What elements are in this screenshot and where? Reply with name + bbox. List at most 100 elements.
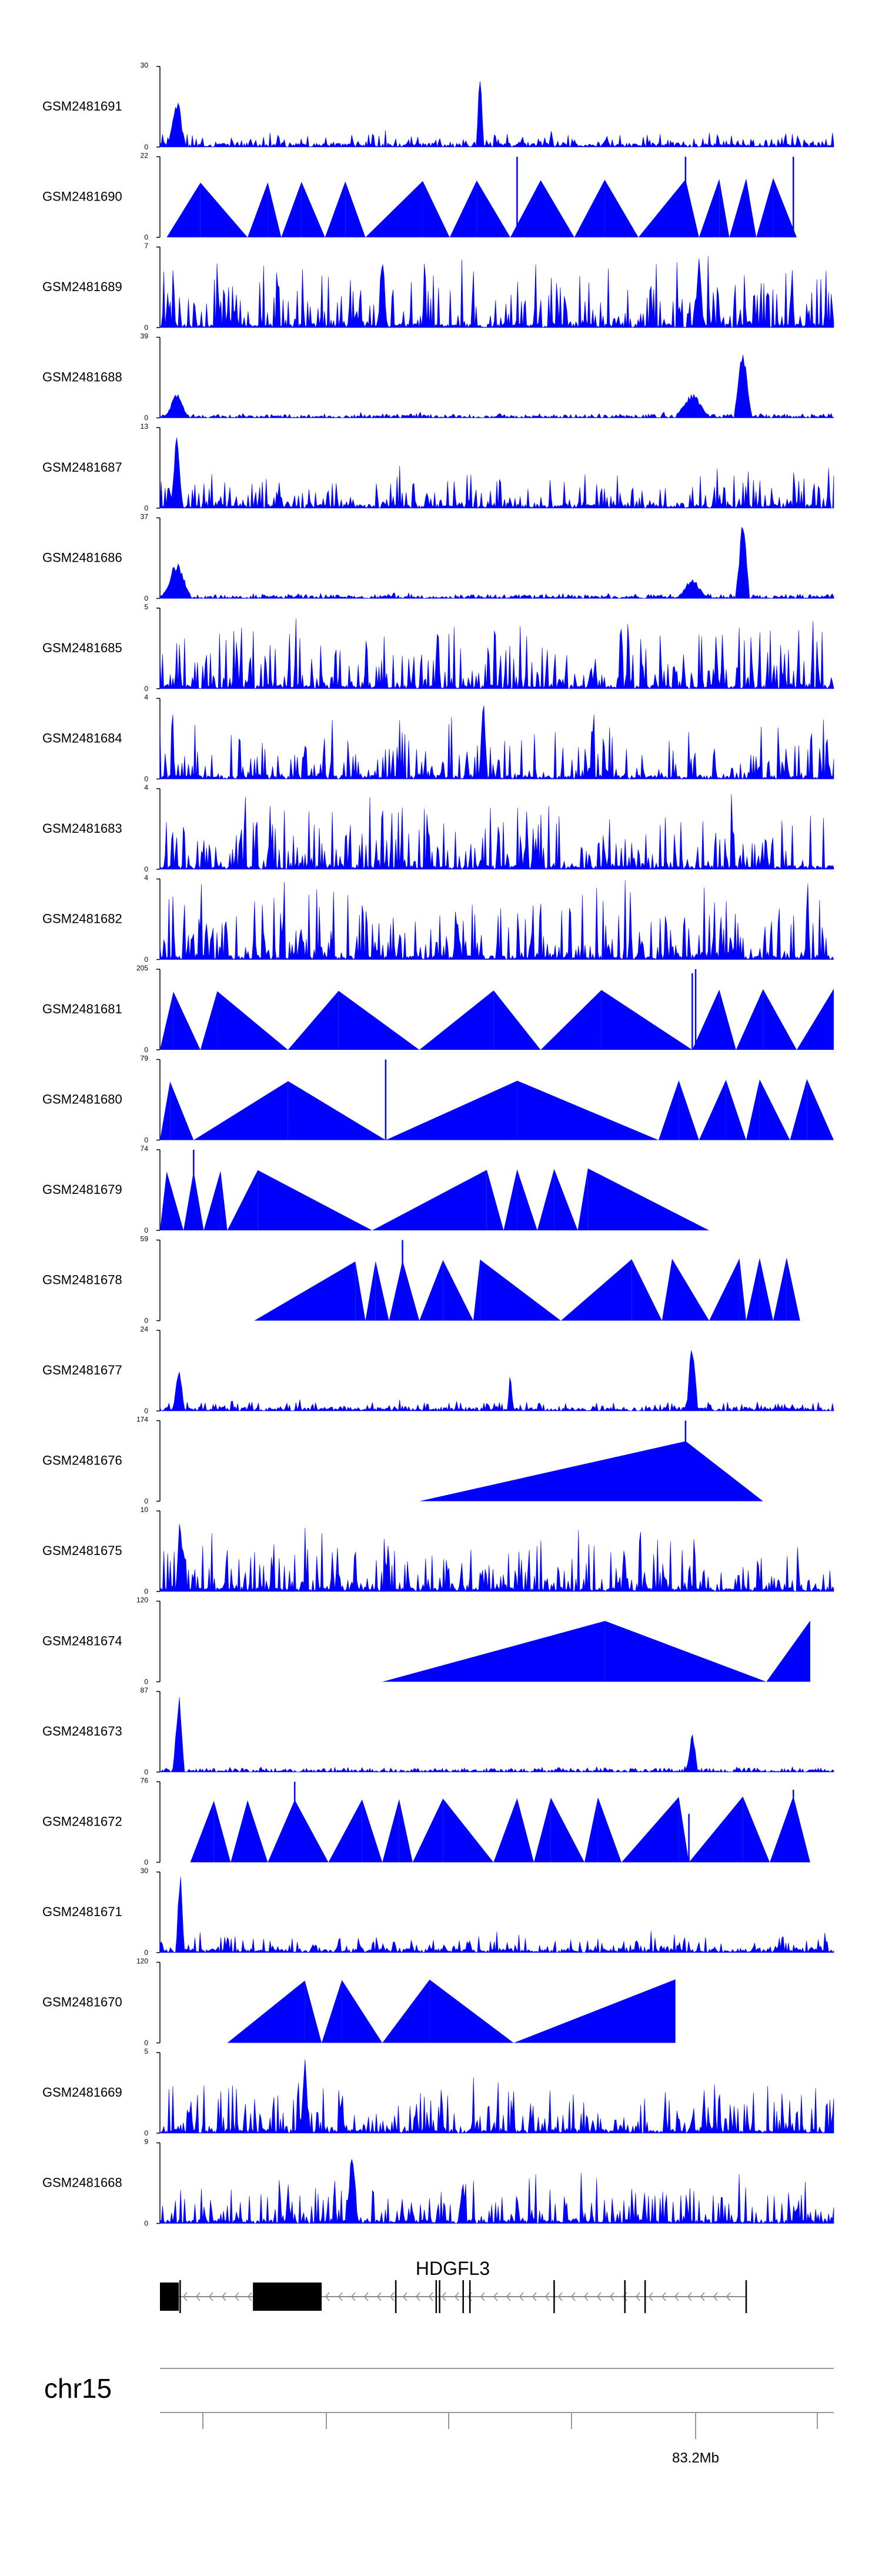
coverage-segment <box>166 182 201 238</box>
track-GSM2481678: GSM2481678 59 0 <box>42 1235 800 1325</box>
strand-arrow-icon <box>649 2292 653 2301</box>
y-min-label: 0 <box>144 233 148 242</box>
strand-arrow-icon <box>183 2292 188 2301</box>
axis-tick-label: 83.2Mb <box>672 2450 719 2466</box>
gene-exon-block <box>253 2283 322 2311</box>
coverage-segment <box>746 1258 760 1321</box>
y-max-label: 9 <box>144 2138 148 2146</box>
coverage-segment <box>659 1080 679 1140</box>
coverage-segment <box>402 1260 420 1321</box>
track-GSM2481689: GSM2481689 7 0 <box>42 242 834 332</box>
coverage-segment <box>480 1259 561 1321</box>
coverage-segment <box>419 990 494 1050</box>
track-GSM2481691: GSM2481691 30 0 <box>42 61 834 151</box>
coverage-segment <box>338 990 420 1050</box>
coverage-segment <box>389 1260 403 1321</box>
strand-arrow-icon <box>429 2292 433 2301</box>
coverage-segment <box>412 1798 443 1863</box>
coverage-segment <box>746 1079 760 1140</box>
coverage-segment <box>443 1798 494 1863</box>
track-GSM2481688: GSM2481688 39 0 <box>42 332 834 422</box>
strand-arrow-icon <box>480 2292 485 2301</box>
coverage-area <box>159 437 834 509</box>
coverage-segment <box>510 180 541 238</box>
strand-arrow-icon <box>416 2292 420 2301</box>
coverage-segment <box>399 1798 413 1863</box>
strand-arrow-icon <box>364 2292 369 2301</box>
coverage-segment <box>493 1798 517 1863</box>
coverage-segment <box>517 1798 534 1863</box>
strand-arrow-icon <box>248 2292 252 2301</box>
track-GSM2481671: GSM2481671 30 0 <box>42 1867 834 1957</box>
y-max-label: 22 <box>141 152 149 160</box>
coverage-segment <box>268 1800 295 1863</box>
strand-arrow-icon <box>377 2292 382 2301</box>
coverage-segment <box>305 1980 322 2043</box>
y-max-label: 30 <box>141 1867 149 1875</box>
y-max-label: 120 <box>136 1957 148 1966</box>
coverage-segment <box>807 1079 834 1140</box>
track-label: GSM2481679 <box>42 1182 122 1197</box>
coverage-segment <box>793 1796 810 1863</box>
coverage-segment <box>200 182 248 238</box>
coverage-segment <box>473 1260 480 1321</box>
track-label: GSM2481676 <box>42 1453 122 1468</box>
y-min-label: 0 <box>144 1226 148 1234</box>
coverage-segment <box>281 182 302 238</box>
coverage-segment <box>258 1170 372 1230</box>
coverage-segment <box>632 1259 662 1321</box>
coverage-segment <box>217 991 288 1050</box>
strand-arrow-icon <box>222 2292 226 2301</box>
coverage-area <box>159 256 834 329</box>
y-max-label: 87 <box>141 1686 149 1694</box>
coverage-segment <box>729 178 746 238</box>
coverage-segment <box>213 1800 231 1863</box>
coverage-segment <box>382 1621 605 1682</box>
strand-arrow-icon <box>662 2292 666 2301</box>
coverage-segment <box>638 179 686 238</box>
coverage-area <box>159 355 834 419</box>
strand-arrow-icon <box>493 2292 498 2301</box>
y-min-label: 0 <box>144 1948 148 1957</box>
coverage-segment <box>166 1171 184 1230</box>
coverage-segment <box>597 1797 622 1863</box>
track-label: GSM2481689 <box>42 279 122 294</box>
strand-arrow-icon <box>338 2292 343 2301</box>
coverage-segment <box>746 178 757 238</box>
coverage-segment <box>372 1170 487 1230</box>
coverage-segment <box>773 1257 787 1321</box>
strand-arrow-icon <box>209 2292 213 2301</box>
y-min-label: 0 <box>144 143 148 151</box>
coverage-segment <box>301 182 325 238</box>
strand-arrow-icon <box>532 2292 537 2301</box>
coverage-segment <box>382 1799 399 1863</box>
track-GSM2481683: GSM2481683 4 0 <box>42 783 834 873</box>
coverage-segment <box>382 1980 430 2043</box>
track-GSM2481685: GSM2481685 5 0 <box>42 603 834 693</box>
coverage-segment <box>773 178 797 238</box>
coverage-segment <box>517 1080 659 1140</box>
y-min-label: 0 <box>144 1407 148 1415</box>
strand-arrow-icon <box>674 2292 679 2301</box>
strand-arrow-icon <box>636 2292 640 2301</box>
track-label: GSM2481668 <box>42 2175 122 2190</box>
y-min-label: 0 <box>144 414 148 422</box>
coverage-segment <box>362 1799 383 1863</box>
coverage-segment <box>365 181 423 238</box>
coverage-segment <box>325 181 346 238</box>
track-GSM2481674: GSM2481674 120 0 <box>42 1596 810 1686</box>
coverage-segment <box>587 1168 709 1230</box>
coverage-segment <box>288 1081 386 1140</box>
coverage-segment <box>763 989 797 1050</box>
coverage-segment <box>759 1257 773 1321</box>
track-label: GSM2481683 <box>42 821 122 836</box>
coverage-segment <box>170 1081 194 1140</box>
coverage-segment <box>429 1979 514 2043</box>
track-label: GSM2481669 <box>42 2085 122 2100</box>
strand-arrow-icon <box>687 2292 692 2301</box>
coverage-segment <box>342 1980 383 2043</box>
strand-arrow-icon <box>235 2292 239 2301</box>
track-label: GSM2481670 <box>42 1995 122 2010</box>
track-GSM2481670: GSM2481670 120 0 <box>42 1957 676 2047</box>
track-GSM2481668: GSM2481668 9 0 <box>42 2138 834 2228</box>
